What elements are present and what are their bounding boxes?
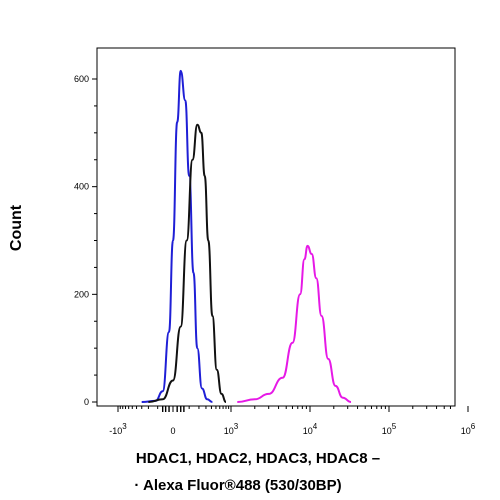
x-axis-label-line-2: · Alexa Fluor®488 (530/30BP) [134, 477, 341, 494]
y-tick-label: 600 [74, 74, 89, 84]
y-axis: 0 200 400 600 [74, 74, 97, 407]
x-tick-label: 105 [382, 422, 397, 436]
x-tick-label: 104 [303, 422, 318, 436]
x-tick-label: -103 [109, 422, 127, 436]
histogram-series-2 [148, 123, 227, 403]
series-layer [141, 69, 352, 403]
y-axis-label: Count [8, 204, 25, 251]
plot-frame [96, 47, 456, 407]
x-axis-label-line-1: HDAC1, HDAC2, HDAC3, HDAC8 – [136, 450, 380, 467]
x-tick-label: 103 [224, 422, 239, 436]
x-tick-label: 0 [170, 426, 175, 436]
y-tick-label: 400 [74, 182, 89, 192]
histogram-series-3 [237, 244, 352, 403]
x-tick-label: 106 [461, 422, 476, 436]
x-axis: -103 0 103 104 105 106 [109, 406, 476, 436]
y-tick-label: 200 [74, 289, 89, 299]
histogram-series-1 [141, 69, 213, 403]
y-tick-label: 0 [84, 397, 89, 407]
